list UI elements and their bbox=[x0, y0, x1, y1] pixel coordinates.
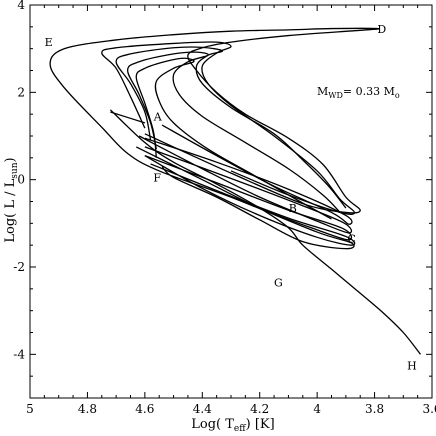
point-label: D bbox=[377, 23, 386, 36]
point-label: B bbox=[289, 202, 297, 215]
annotation-main: M bbox=[317, 85, 328, 98]
x-axis-title-sub: eff bbox=[234, 424, 246, 434]
y-tick-label: -4 bbox=[13, 347, 25, 361]
x-axis-title: Log( Teff) [K] bbox=[191, 417, 274, 434]
annotation-sub-wd: WD bbox=[328, 91, 343, 100]
x-axis-title-main: Log( T bbox=[191, 417, 234, 432]
x-tick-label: 4.6 bbox=[135, 402, 154, 416]
x-tick-label: 3.6 bbox=[422, 402, 436, 416]
x-tick-label: 5 bbox=[26, 402, 34, 416]
series-line bbox=[138, 135, 353, 234]
y-tick-label: 0 bbox=[17, 173, 25, 187]
y-axis-ticks: 4 2 0 -2 -4 bbox=[13, 0, 432, 399]
series-line bbox=[135, 57, 332, 220]
x-tick-label: 3.8 bbox=[365, 402, 384, 416]
y-tick-label: 4 bbox=[17, 0, 25, 12]
x-tick-label: 4.4 bbox=[193, 402, 212, 416]
y-axis-title-main: Log( L / L bbox=[3, 178, 18, 242]
series-line bbox=[144, 155, 356, 246]
x-tick-label: 4.8 bbox=[78, 402, 97, 416]
y-tick-label: -2 bbox=[13, 260, 25, 274]
series-line bbox=[115, 46, 347, 209]
plot-frame bbox=[29, 4, 433, 399]
series-line bbox=[144, 124, 353, 225]
x-tick-label: 4 bbox=[313, 402, 321, 416]
y-axis-title-tail: ) bbox=[3, 157, 18, 162]
series-line bbox=[49, 27, 380, 250]
point-labels: A B C D E F G H bbox=[45, 23, 417, 372]
y-axis-title-sub: sun bbox=[10, 162, 20, 178]
point-label: H bbox=[407, 359, 417, 372]
x-tick-label: 4.2 bbox=[250, 402, 269, 416]
series-line bbox=[126, 51, 341, 213]
annotation-sub-sun: o bbox=[395, 91, 400, 100]
series-line bbox=[109, 109, 422, 355]
series-line bbox=[135, 146, 353, 241]
track-series bbox=[49, 27, 422, 355]
x-axis-title-tail: ) [K] bbox=[246, 417, 275, 432]
series-line bbox=[101, 41, 356, 215]
point-label: G bbox=[274, 276, 283, 289]
point-label: F bbox=[153, 171, 161, 184]
annotation-mid: = 0.33 M bbox=[343, 85, 395, 98]
mass-annotation: MWD= 0.33 Mo bbox=[317, 85, 400, 100]
point-label: E bbox=[45, 36, 53, 49]
y-axis-title: Log( L / Lsun) bbox=[3, 157, 20, 242]
point-label: C bbox=[347, 233, 355, 246]
point-label: A bbox=[153, 110, 163, 123]
y-tick-label: 2 bbox=[17, 85, 25, 99]
x-axis-ticks: 5 4.8 4.6 4.4 4.2 4 3.8 3.6 bbox=[26, 5, 436, 416]
